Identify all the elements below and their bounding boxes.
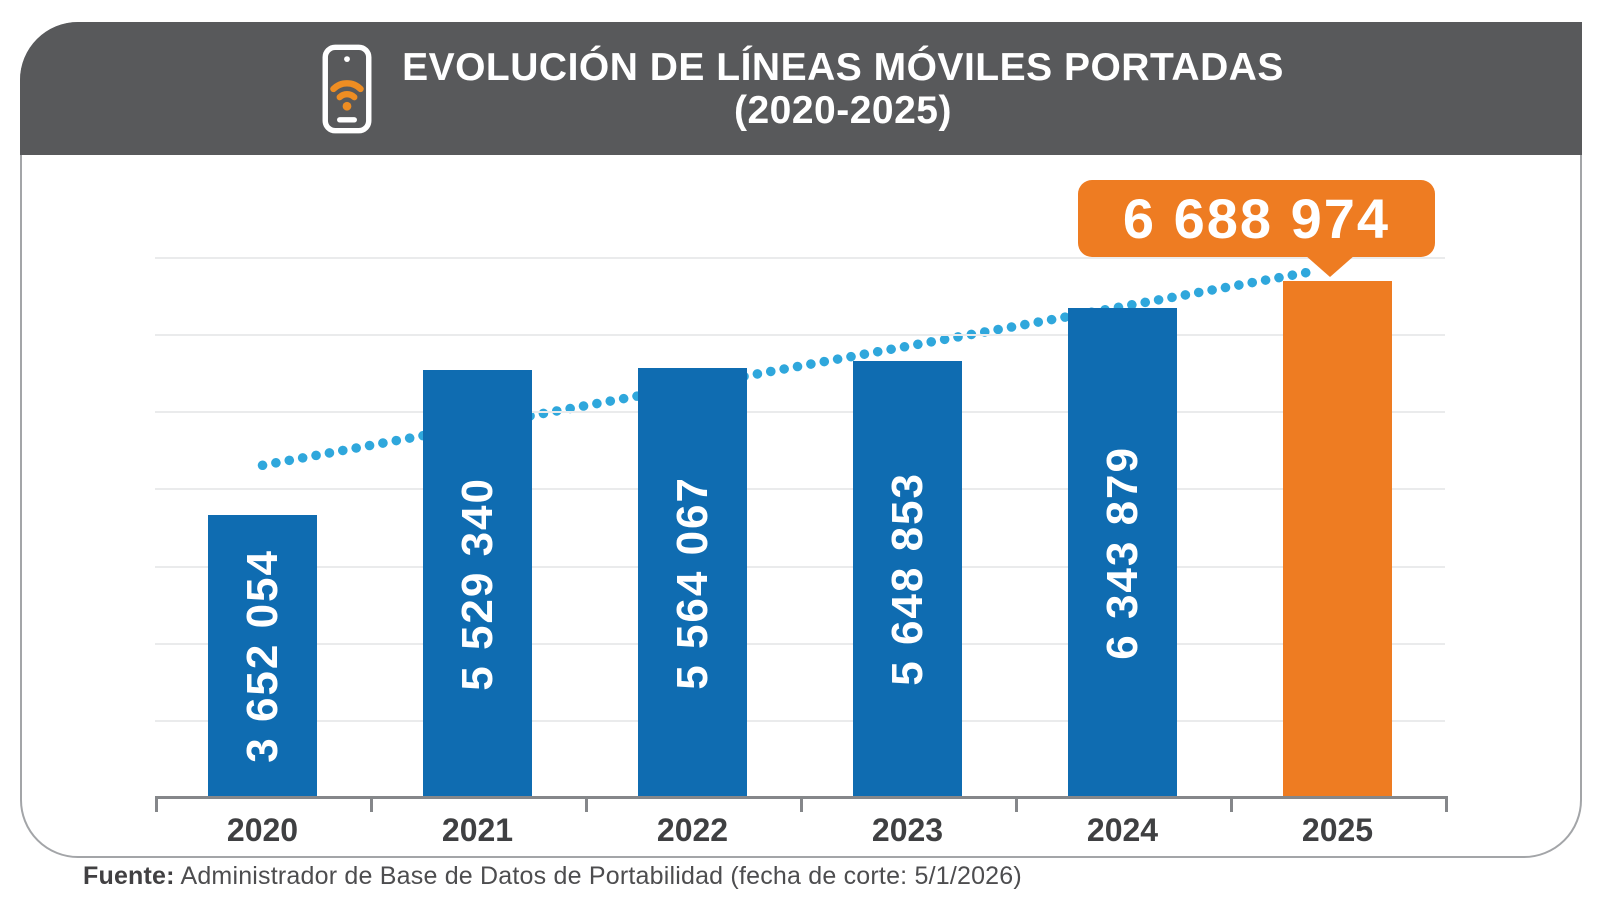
gridline [155, 257, 1445, 259]
bar-2021: 5 529 340 [423, 370, 532, 797]
bar-2025 [1283, 281, 1392, 797]
chart-title-line2: (2020-2025) [734, 88, 952, 132]
source-note: Fuente: Administrador de Base de Datos d… [83, 862, 1022, 891]
x-axis-label-2020: 2020 [226, 812, 299, 848]
phone-wifi-icon [322, 44, 372, 133]
phone-speaker-dot [344, 55, 350, 62]
callout-value: 6 688 974 [1122, 186, 1391, 250]
x-axis-tick [1230, 796, 1233, 812]
bar-2022: 5 564 067 [638, 368, 747, 797]
x-axis-label-2025: 2025 [1301, 812, 1374, 848]
gridline [155, 643, 1445, 645]
x-axis-tick [800, 796, 803, 812]
gridline [155, 488, 1445, 490]
gridline [155, 720, 1445, 722]
bar-value-label: 5 564 067 [667, 475, 717, 690]
chart-title: EVOLUCIÓN DE LÍNEAS MÓVILES PORTADAS (20… [402, 46, 1284, 132]
bar-2020: 3 652 054 [208, 515, 317, 797]
chart-title-line1: EVOLUCIÓN DE LÍNEAS MÓVILES PORTADAS [402, 45, 1284, 89]
gridline [155, 334, 1445, 336]
gridline [155, 566, 1445, 568]
header-content: EVOLUCIÓN DE LÍNEAS MÓVILES PORTADAS (20… [318, 39, 1284, 139]
callout-bubble: 6 688 974 [1078, 180, 1435, 277]
x-axis-tick [585, 796, 588, 812]
x-axis-label-2022: 2022 [656, 812, 729, 848]
callout-pointer [1305, 255, 1355, 277]
bar-value-label: 6 343 879 [1097, 445, 1147, 660]
source-prefix: Fuente: [83, 862, 175, 890]
bar-value-label: 3 652 054 [237, 549, 287, 763]
wifi-signal-icon [330, 79, 364, 111]
bar-2023: 5 648 853 [853, 361, 962, 797]
header-band: EVOLUCIÓN DE LÍNEAS MÓVILES PORTADAS (20… [20, 22, 1582, 155]
x-axis-tick [155, 796, 158, 812]
x-axis-tick [1445, 796, 1448, 812]
source-text: Administrador de Base de Datos de Portab… [174, 862, 1022, 890]
x-axis-label-2021: 2021 [441, 812, 514, 848]
bar-value-label: 5 648 853 [882, 472, 932, 686]
bar-2024: 6 343 879 [1068, 308, 1177, 797]
x-axis-label-2024: 2024 [1086, 812, 1159, 848]
x-axis-tick [1015, 796, 1018, 812]
bar-value-label: 5 529 340 [452, 476, 502, 691]
x-axis-label-2023: 2023 [871, 812, 944, 848]
gridline [155, 411, 1445, 413]
x-axis-tick [370, 796, 373, 812]
